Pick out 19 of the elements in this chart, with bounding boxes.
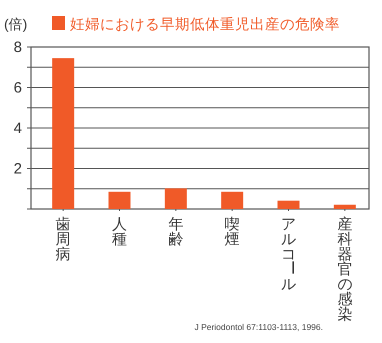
bar bbox=[334, 204, 356, 209]
x-tick-label: 人種 bbox=[112, 216, 127, 248]
x-tick-label: 年齢 bbox=[168, 216, 184, 248]
legend-label: 妊婦における早期低体重児出産の危険率 bbox=[70, 16, 340, 33]
bar bbox=[108, 192, 130, 209]
bar bbox=[52, 58, 74, 209]
text: J Periodontol 67:1103-1113, 1996. bbox=[194, 322, 323, 332]
x-tick-label: 産科器官の感染 bbox=[337, 216, 352, 323]
y-tick-label: 4 bbox=[14, 120, 22, 137]
x-tick-label: 歯周病 bbox=[56, 216, 71, 263]
y-axis-title: (倍) bbox=[4, 16, 28, 32]
y-tick-label: 6 bbox=[14, 80, 22, 96]
bar bbox=[164, 188, 187, 209]
bar bbox=[221, 192, 244, 209]
y-tick-label: 2 bbox=[14, 160, 22, 178]
bar bbox=[278, 200, 300, 209]
x-tick-label: アルコール bbox=[281, 216, 300, 293]
y-tick-label: 8 bbox=[14, 39, 22, 56]
x-tick-label: 喫煙 bbox=[224, 216, 240, 248]
